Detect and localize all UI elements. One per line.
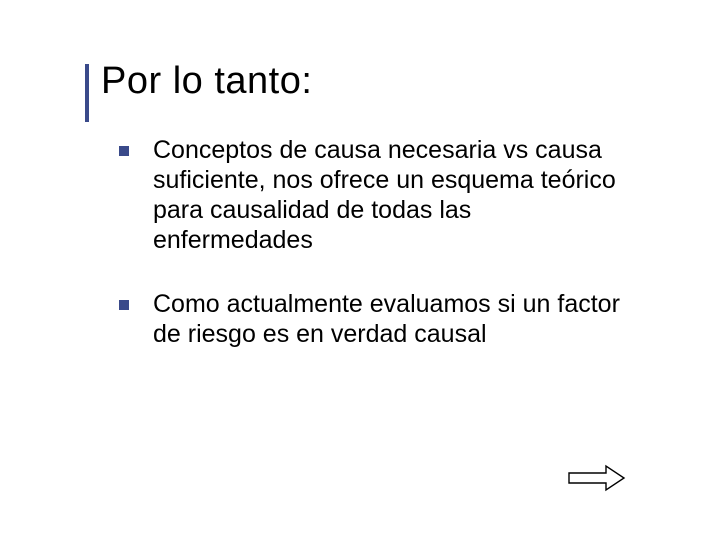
bullet-text: Conceptos de causa necesaria vs causa su… xyxy=(153,135,630,255)
bullet-text: Como actualmente evaluamos si un factor … xyxy=(153,289,630,349)
title-accent-bar xyxy=(85,64,89,122)
arrow-path xyxy=(569,466,624,490)
arrow-right-icon xyxy=(568,464,626,492)
list-item: Conceptos de causa necesaria vs causa su… xyxy=(105,135,660,255)
bullet-square-icon xyxy=(119,300,129,310)
bullet-list: Conceptos de causa necesaria vs causa su… xyxy=(105,135,660,349)
slide-title: Por lo tanto: xyxy=(101,60,660,103)
list-item: Como actualmente evaluamos si un factor … xyxy=(105,289,660,349)
bullet-square-icon xyxy=(119,146,129,156)
slide-container: Por lo tanto: Conceptos de causa necesar… xyxy=(0,0,720,540)
